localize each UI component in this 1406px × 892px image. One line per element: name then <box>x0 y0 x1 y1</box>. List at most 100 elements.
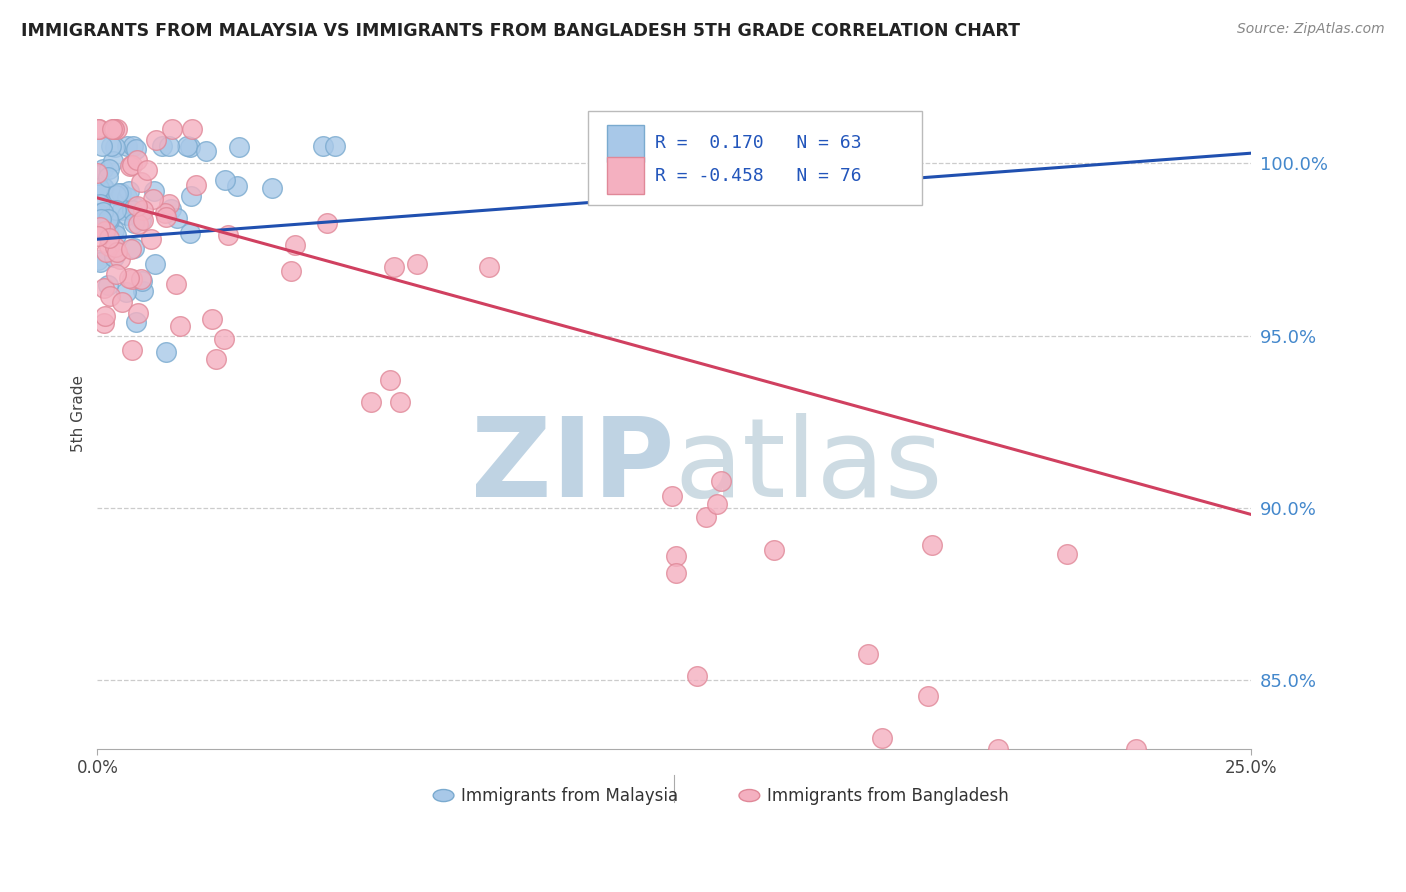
Point <box>111 202 134 217</box>
Point <box>858 647 880 661</box>
Point <box>132 213 155 227</box>
Point <box>115 190 138 204</box>
Point <box>214 173 236 187</box>
Point <box>201 312 224 326</box>
Point <box>125 142 148 156</box>
Point <box>97 212 120 227</box>
Point <box>180 189 202 203</box>
Point <box>103 154 125 169</box>
Point <box>406 257 429 271</box>
Point <box>316 216 339 230</box>
FancyBboxPatch shape <box>607 125 644 162</box>
Point <box>122 241 145 255</box>
Point <box>129 213 152 227</box>
Point <box>118 271 141 285</box>
Point <box>103 122 125 136</box>
Circle shape <box>740 789 759 802</box>
Point <box>121 203 143 218</box>
Point <box>86 166 108 180</box>
Point <box>115 208 138 222</box>
Point <box>94 245 117 260</box>
Text: IMMIGRANTS FROM MALAYSIA VS IMMIGRANTS FROM BANGLADESH 5TH GRADE CORRELATION CHA: IMMIGRANTS FROM MALAYSIA VS IMMIGRANTS F… <box>21 22 1021 40</box>
Point <box>93 281 115 295</box>
Point <box>226 179 249 194</box>
Point <box>665 549 688 564</box>
Point <box>105 245 128 260</box>
Text: Immigrants from Malaysia: Immigrants from Malaysia <box>461 787 678 805</box>
Point <box>87 181 110 195</box>
Point <box>166 277 188 291</box>
Point <box>129 272 152 286</box>
Point <box>115 285 138 300</box>
Point <box>89 196 111 211</box>
Point <box>121 343 143 357</box>
Point <box>127 218 149 232</box>
Point <box>1125 741 1147 756</box>
Point <box>105 122 128 136</box>
Point <box>706 497 728 511</box>
Point <box>97 213 120 227</box>
Point <box>217 227 239 242</box>
Point <box>98 239 121 253</box>
Point <box>101 122 124 136</box>
Point <box>110 294 132 309</box>
Point <box>89 220 111 235</box>
Point <box>378 373 401 387</box>
Point <box>132 285 155 299</box>
Point <box>280 264 302 278</box>
Point <box>360 394 382 409</box>
Circle shape <box>433 789 454 802</box>
Point <box>124 200 146 214</box>
Point <box>118 159 141 173</box>
FancyBboxPatch shape <box>607 157 644 194</box>
Text: R = -0.458   N = 76: R = -0.458 N = 76 <box>655 167 862 185</box>
Point <box>145 133 167 147</box>
Point <box>870 731 893 745</box>
Point <box>382 260 405 274</box>
Point <box>104 240 127 254</box>
Point <box>120 242 142 256</box>
Point <box>166 211 188 225</box>
Point <box>105 188 128 202</box>
Point <box>124 216 146 230</box>
Point <box>160 202 183 217</box>
Point <box>103 250 125 264</box>
Point <box>159 139 181 153</box>
Point <box>661 489 683 503</box>
Point <box>117 184 139 198</box>
Point <box>204 351 226 366</box>
Point <box>98 162 121 177</box>
Point <box>686 669 709 683</box>
Point <box>312 139 335 153</box>
Point <box>105 267 128 281</box>
Point <box>91 139 114 153</box>
Point <box>87 169 110 183</box>
Point <box>121 158 143 172</box>
Point <box>91 179 114 194</box>
Point <box>169 319 191 334</box>
Point <box>93 316 115 330</box>
Text: ZIP: ZIP <box>471 413 675 520</box>
Point <box>96 212 118 227</box>
Point <box>179 227 201 241</box>
Point <box>1056 547 1078 561</box>
Text: Source: ZipAtlas.com: Source: ZipAtlas.com <box>1237 22 1385 37</box>
Point <box>228 140 250 154</box>
Point <box>143 184 166 198</box>
Point <box>87 206 110 220</box>
Point <box>91 205 114 219</box>
Point <box>103 122 125 136</box>
Point <box>94 309 117 323</box>
Point <box>87 122 110 136</box>
Point <box>284 238 307 252</box>
Point <box>762 542 785 557</box>
Point <box>104 140 127 154</box>
Text: atlas: atlas <box>675 413 943 520</box>
Point <box>122 139 145 153</box>
Point <box>127 306 149 320</box>
Point <box>921 538 943 552</box>
Point <box>91 161 114 176</box>
Point <box>131 175 153 189</box>
Point <box>142 193 165 207</box>
Text: Immigrants from Bangladesh: Immigrants from Bangladesh <box>766 787 1008 805</box>
